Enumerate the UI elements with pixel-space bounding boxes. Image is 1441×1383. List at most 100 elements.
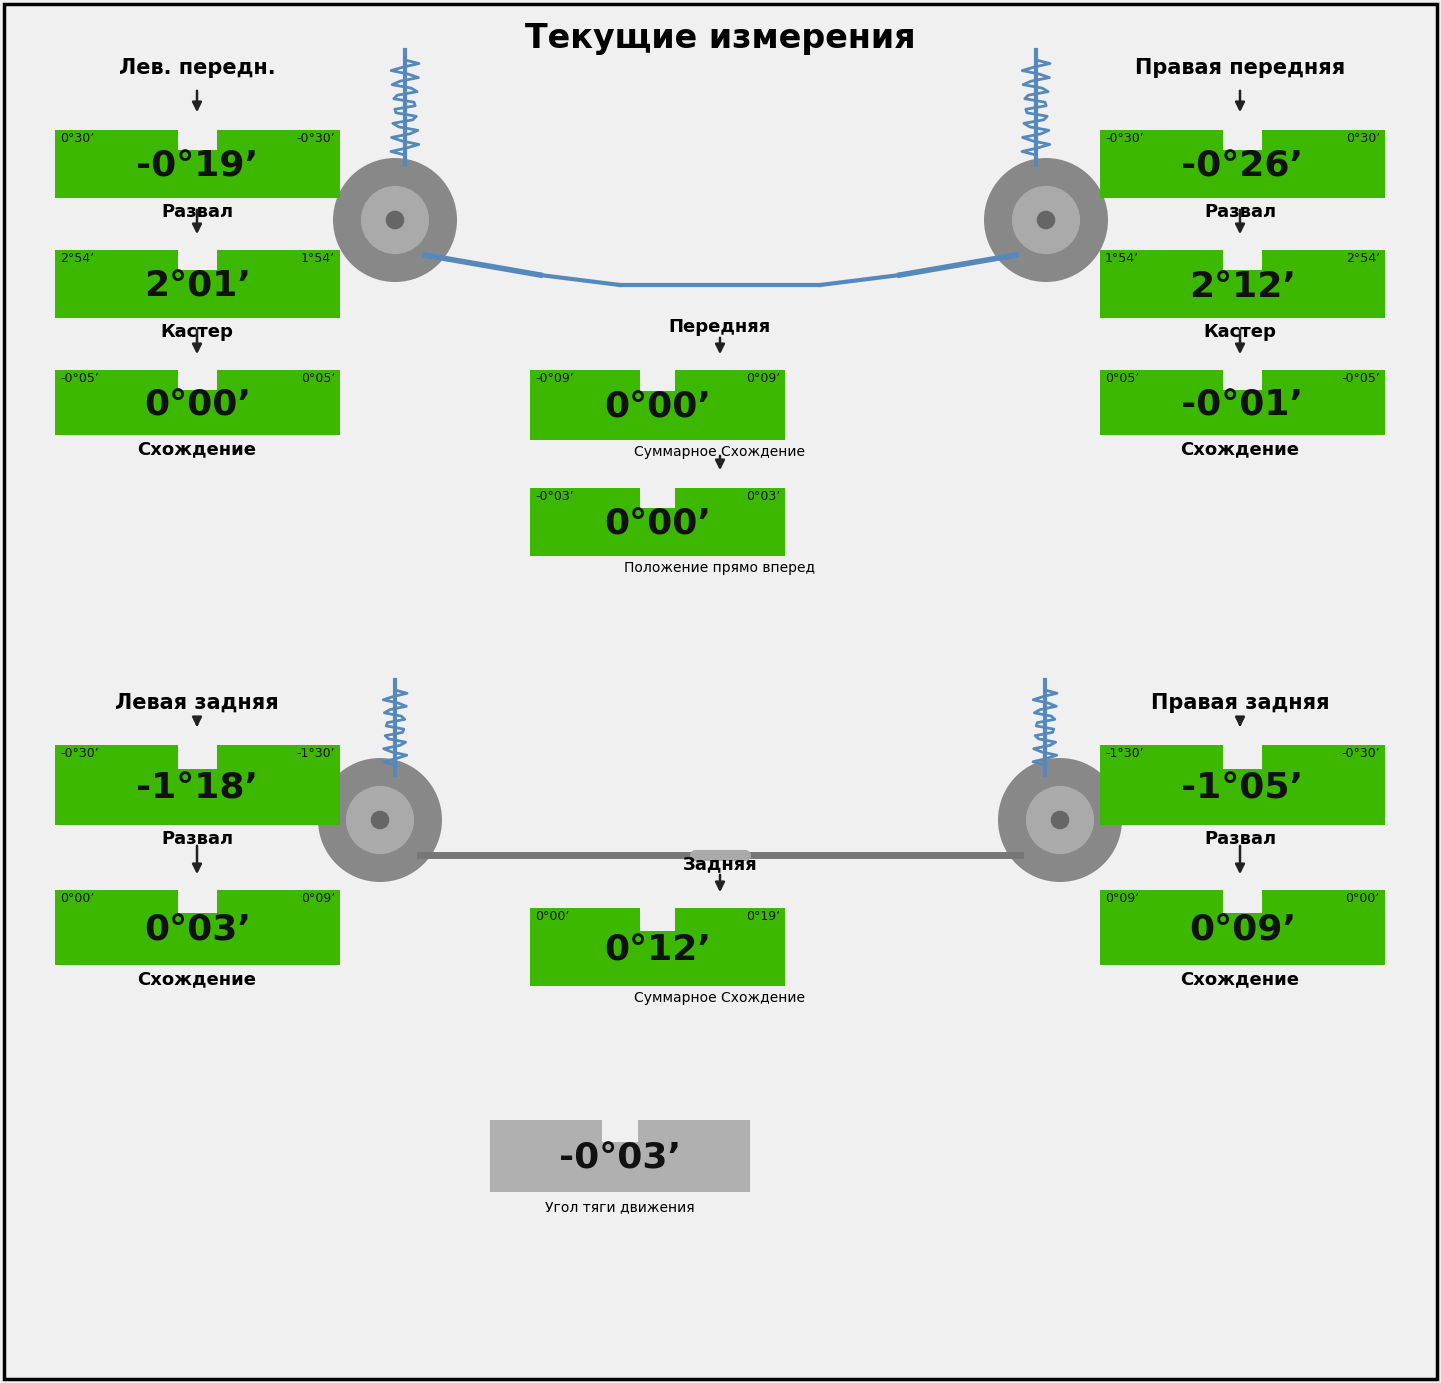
Text: 2°54’: 2°54’ — [1346, 252, 1380, 266]
Text: -1°30’: -1°30’ — [1105, 747, 1144, 761]
Text: Задняя: Задняя — [683, 855, 758, 873]
Text: Развал: Развал — [1203, 830, 1277, 848]
Text: 0°00’: 0°00’ — [604, 391, 710, 425]
Text: -0°03’: -0°03’ — [559, 1142, 682, 1176]
Bar — [55, 891, 340, 965]
Text: Кастер: Кастер — [1203, 324, 1277, 342]
Text: 0°05’: 0°05’ — [1105, 372, 1140, 384]
Text: Передняя: Передняя — [669, 318, 771, 336]
Text: 1°54’: 1°54’ — [1105, 252, 1140, 266]
Bar — [1099, 250, 1385, 318]
Text: 0°00’: 0°00’ — [604, 508, 710, 542]
Text: 2°54’: 2°54’ — [61, 252, 94, 266]
Circle shape — [1012, 185, 1081, 254]
Circle shape — [1026, 786, 1094, 855]
Bar — [55, 745, 340, 826]
Bar — [1099, 745, 1385, 826]
Text: 0°09’: 0°09’ — [301, 892, 334, 904]
Text: -0°09’: -0°09’ — [535, 372, 574, 384]
Text: Угол тяги движения: Угол тяги движения — [545, 1200, 695, 1214]
Text: 0°19’: 0°19’ — [746, 910, 780, 922]
Bar — [530, 371, 785, 440]
Text: -1°05’: -1°05’ — [1182, 772, 1304, 805]
Bar — [177, 250, 218, 271]
Text: Развал: Развал — [161, 203, 233, 221]
Text: 0°30’: 0°30’ — [1346, 131, 1380, 145]
Circle shape — [999, 758, 1123, 882]
Bar — [1222, 745, 1262, 769]
Text: Лев. передн.: Лев. передн. — [118, 58, 275, 77]
Text: 0°00’: 0°00’ — [1346, 892, 1380, 904]
Bar — [177, 745, 218, 769]
Circle shape — [386, 210, 405, 230]
Text: 2°12’: 2°12’ — [1189, 270, 1295, 304]
Text: Развал: Развал — [161, 830, 233, 848]
Bar — [1099, 891, 1385, 965]
Circle shape — [333, 158, 457, 282]
Text: -0°05’: -0°05’ — [61, 372, 99, 384]
Text: 2°01’: 2°01’ — [144, 270, 251, 304]
Bar — [55, 130, 340, 198]
Text: -0°30’: -0°30’ — [1342, 747, 1380, 761]
Bar — [490, 1120, 749, 1192]
Text: Кастер: Кастер — [160, 324, 233, 342]
Bar — [530, 488, 785, 556]
Text: Правая передняя: Правая передняя — [1136, 58, 1344, 77]
Bar — [640, 371, 676, 391]
Text: 0°00’: 0°00’ — [535, 910, 569, 922]
Text: Схождение: Схождение — [137, 969, 256, 987]
Bar — [640, 488, 676, 509]
Text: -1°30’: -1°30’ — [297, 747, 334, 761]
Bar — [55, 371, 340, 436]
Text: 0°30’: 0°30’ — [61, 131, 94, 145]
Text: Суммарное Схождение: Суммарное Схождение — [634, 992, 806, 1005]
Circle shape — [360, 185, 429, 254]
Text: Правая задняя: Правая задняя — [1151, 693, 1329, 714]
Text: 0°09’: 0°09’ — [1105, 892, 1140, 904]
Bar — [177, 371, 218, 390]
Text: -0°30’: -0°30’ — [1105, 131, 1144, 145]
Text: -0°26’: -0°26’ — [1182, 149, 1304, 184]
Bar — [177, 891, 218, 913]
Text: -0°30’: -0°30’ — [297, 131, 334, 145]
Bar — [1099, 371, 1385, 436]
Circle shape — [984, 158, 1108, 282]
Text: -1°18’: -1°18’ — [137, 772, 258, 805]
Circle shape — [1036, 210, 1055, 230]
Text: Левая задняя: Левая задняя — [115, 693, 280, 714]
Text: -0°01’: -0°01’ — [1182, 389, 1304, 422]
Bar — [1222, 250, 1262, 271]
Bar — [602, 1120, 638, 1141]
Circle shape — [318, 758, 442, 882]
Text: Схождение: Схождение — [1180, 969, 1300, 987]
Text: Текущие измерения: Текущие измерения — [525, 22, 916, 55]
Text: 1°54’: 1°54’ — [301, 252, 334, 266]
Text: -0°03’: -0°03’ — [535, 490, 574, 503]
Text: 0°12’: 0°12’ — [604, 934, 710, 967]
Text: 0°09’: 0°09’ — [1189, 914, 1295, 947]
Text: 0°05’: 0°05’ — [301, 372, 334, 384]
Text: Схождение: Схождение — [1180, 440, 1300, 458]
Text: -0°05’: -0°05’ — [1342, 372, 1380, 384]
Text: -0°19’: -0°19’ — [137, 149, 258, 184]
Circle shape — [370, 810, 389, 830]
Circle shape — [346, 786, 414, 855]
Bar — [1099, 130, 1385, 198]
Text: 0°00’: 0°00’ — [61, 892, 94, 904]
Text: Суммарное Схождение: Суммарное Схождение — [634, 445, 806, 459]
Circle shape — [1050, 810, 1069, 830]
Bar — [55, 250, 340, 318]
Text: -0°30’: -0°30’ — [61, 747, 99, 761]
Text: Положение прямо вперед: Положение прямо вперед — [624, 561, 816, 575]
Text: Развал: Развал — [1203, 203, 1277, 221]
Text: 0°03’: 0°03’ — [746, 490, 780, 503]
Text: 0°00’: 0°00’ — [144, 389, 251, 422]
Bar — [1222, 371, 1262, 390]
Bar — [1222, 891, 1262, 913]
Bar — [1222, 130, 1262, 151]
Bar — [177, 130, 218, 151]
Text: Схождение: Схождение — [137, 440, 256, 458]
Bar — [640, 909, 676, 931]
Text: 0°03’: 0°03’ — [144, 914, 251, 947]
Bar — [530, 909, 785, 986]
